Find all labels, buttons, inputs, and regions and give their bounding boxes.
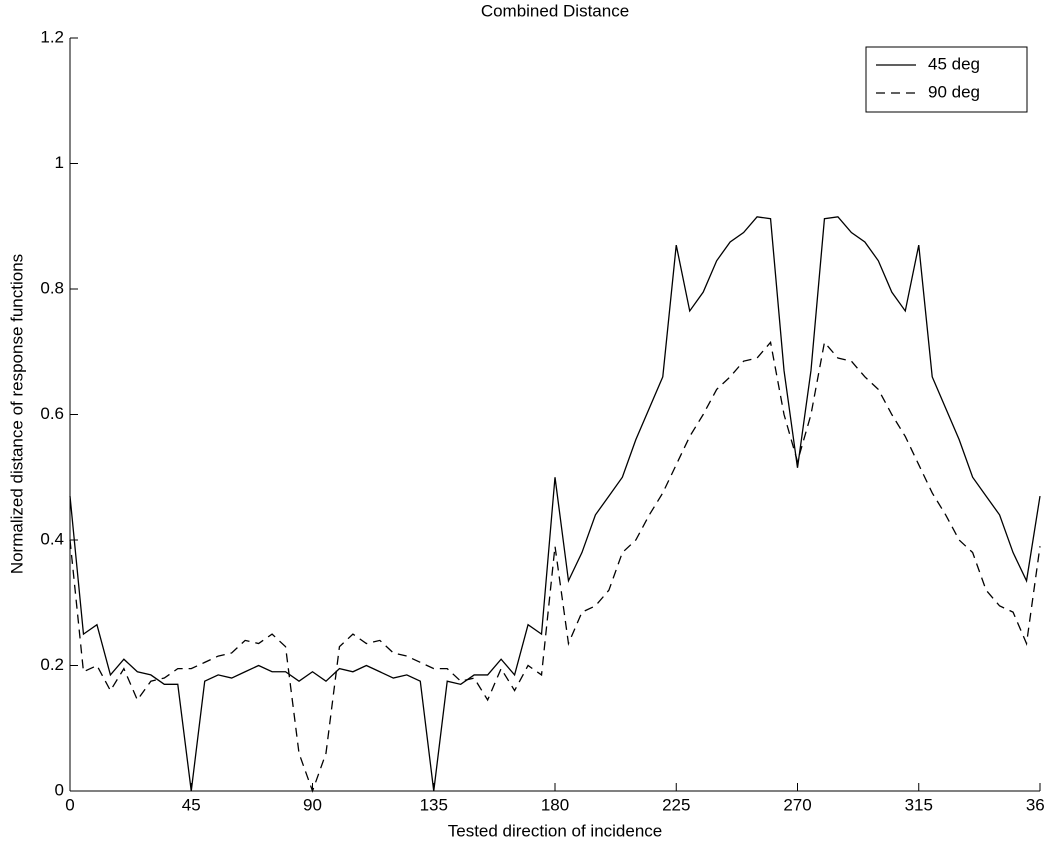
y-tick-label: 1 <box>55 153 64 172</box>
legend-label: 45 deg <box>928 54 980 73</box>
x-tick-label: 270 <box>783 795 811 814</box>
x-tick-label: 45 <box>182 795 201 814</box>
x-tick-label: 225 <box>662 795 690 814</box>
line-series <box>69 216 1041 792</box>
x-tick-label: 0 <box>65 795 74 814</box>
x-tick-label: 90 <box>303 795 322 814</box>
legend-label: 90 deg <box>928 82 980 101</box>
y-tick-label: 0.2 <box>40 655 64 674</box>
y-tick-label: 0.4 <box>40 529 64 548</box>
x-axis-label: Tested direction of incidence <box>448 821 663 840</box>
legend-box <box>865 46 1028 113</box>
x-tick-label: 180 <box>541 795 569 814</box>
x-tick-label: 360 <box>1026 795 1044 814</box>
y-tick-label: 0 <box>55 780 64 799</box>
y-tick-label: 0.6 <box>40 404 64 423</box>
x-tick-label: 315 <box>905 795 933 814</box>
y-axis-label: Normalized distance of response function… <box>7 254 26 574</box>
y-tick-label: 0.8 <box>40 278 64 297</box>
x-tick-label: 135 <box>420 795 448 814</box>
y-tick-label: 1.2 <box>40 27 64 46</box>
line-series <box>69 340 1041 793</box>
chart-title: Combined Distance <box>481 1 629 20</box>
